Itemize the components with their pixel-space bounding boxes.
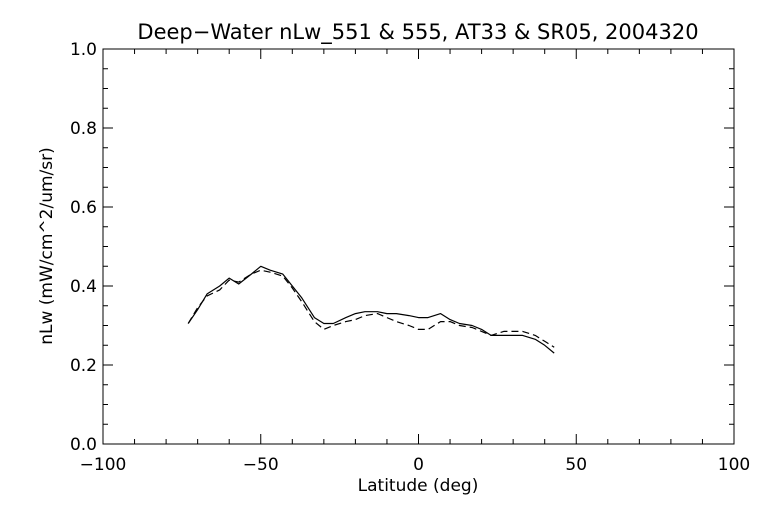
y-tick-label: 0.0 xyxy=(70,435,97,455)
y-axis-label: nLw (mW/cm^2/um/sr) xyxy=(37,147,57,345)
chart-title: Deep−Water nLw_551 & 555, AT33 & SR05, 2… xyxy=(137,20,698,45)
plot-frame xyxy=(102,48,735,445)
x-axis-label: Latitude (deg) xyxy=(358,476,479,496)
y-tick-label: 0.8 xyxy=(70,119,97,139)
y-axis-tick-labels: 0.0 0.2 0.4 0.6 0.8 1.0 xyxy=(70,40,97,455)
y-tick-label: 0.4 xyxy=(70,277,97,297)
x-tick-label: 100 xyxy=(718,455,750,475)
y-tick-label: 1.0 xyxy=(70,40,97,60)
y-tick-label: 0.6 xyxy=(70,198,97,218)
x-tick-label: 50 xyxy=(565,455,587,475)
x-axis-tick-labels: −100 −50 0 50 100 xyxy=(80,455,751,475)
y-tick-label: 0.2 xyxy=(70,356,97,376)
x-tick-label: −50 xyxy=(243,455,279,475)
series-line-solid xyxy=(187,265,555,354)
x-tick-label: 0 xyxy=(413,455,424,475)
y-axis-ticks xyxy=(103,48,734,445)
series-lines xyxy=(187,265,555,354)
x-axis-ticks xyxy=(102,49,735,444)
x-tick-label: −100 xyxy=(80,455,127,475)
series-line-dashed xyxy=(187,269,555,348)
